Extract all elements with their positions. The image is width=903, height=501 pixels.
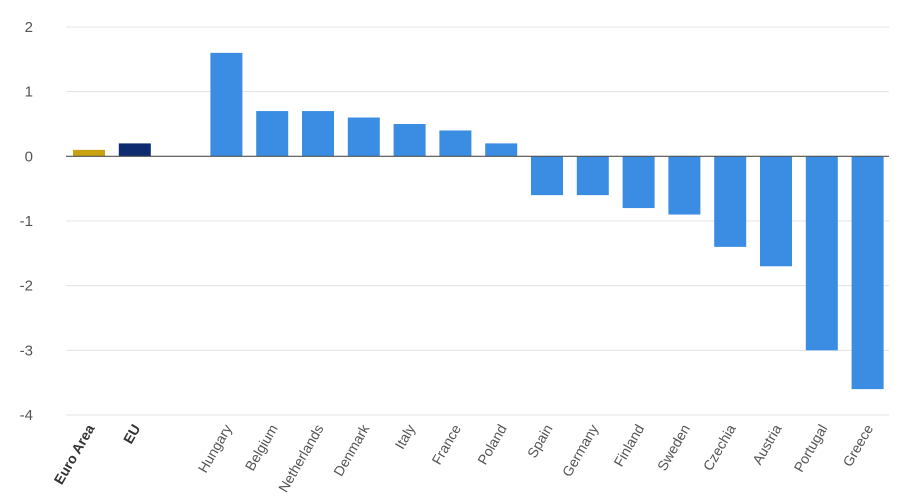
bar-spain — [531, 156, 563, 196]
category-label: EU — [120, 422, 144, 447]
y-tick-label: -3 — [20, 342, 33, 359]
bar-greece — [851, 156, 884, 390]
category-label: Finland — [610, 422, 647, 470]
bar-portugal — [805, 156, 838, 351]
category-label: Euro Area — [51, 421, 98, 487]
bar-austria — [760, 156, 792, 267]
y-tick-label: 2 — [25, 19, 33, 36]
bar-euro-area — [73, 149, 105, 157]
category-label: Greece — [839, 421, 876, 469]
bar-netherlands — [302, 111, 334, 157]
bar-denmark — [347, 117, 380, 157]
category-label: Austria — [749, 421, 785, 467]
bar-germany — [576, 156, 609, 196]
bar-italy — [393, 124, 426, 157]
category-label: France — [428, 421, 464, 467]
category-label: Czechia — [700, 421, 739, 473]
category-label: Hungary — [195, 422, 235, 476]
category-label: Germany — [559, 422, 602, 480]
bar-eu — [118, 143, 151, 157]
category-label: Italy — [391, 422, 418, 452]
bar-finland — [622, 156, 655, 209]
y-tick-label: -4 — [20, 407, 33, 424]
category-label: Belgium — [242, 422, 281, 474]
category-label: Denmark — [330, 421, 373, 479]
bar-hungary — [210, 52, 243, 157]
bar-sweden — [668, 156, 701, 215]
y-tick-label: -2 — [20, 278, 33, 295]
category-label: Spain — [524, 422, 556, 461]
bar-poland — [485, 143, 518, 157]
bar-czechia — [714, 156, 747, 247]
category-label: Sweden — [654, 422, 693, 474]
y-tick-label: 1 — [25, 84, 33, 101]
bar-france — [439, 130, 472, 157]
category-label: Portugal — [790, 422, 830, 475]
y-tick-labels: 2 1 0 -1 -2 -3 -4 — [20, 19, 33, 424]
bar-belgium — [256, 111, 289, 157]
bars — [73, 52, 884, 390]
y-tick-label: 0 — [25, 148, 33, 165]
y-tick-label: -1 — [20, 213, 33, 230]
category-label: Poland — [474, 422, 510, 468]
category-label: Netherlands — [275, 422, 327, 495]
